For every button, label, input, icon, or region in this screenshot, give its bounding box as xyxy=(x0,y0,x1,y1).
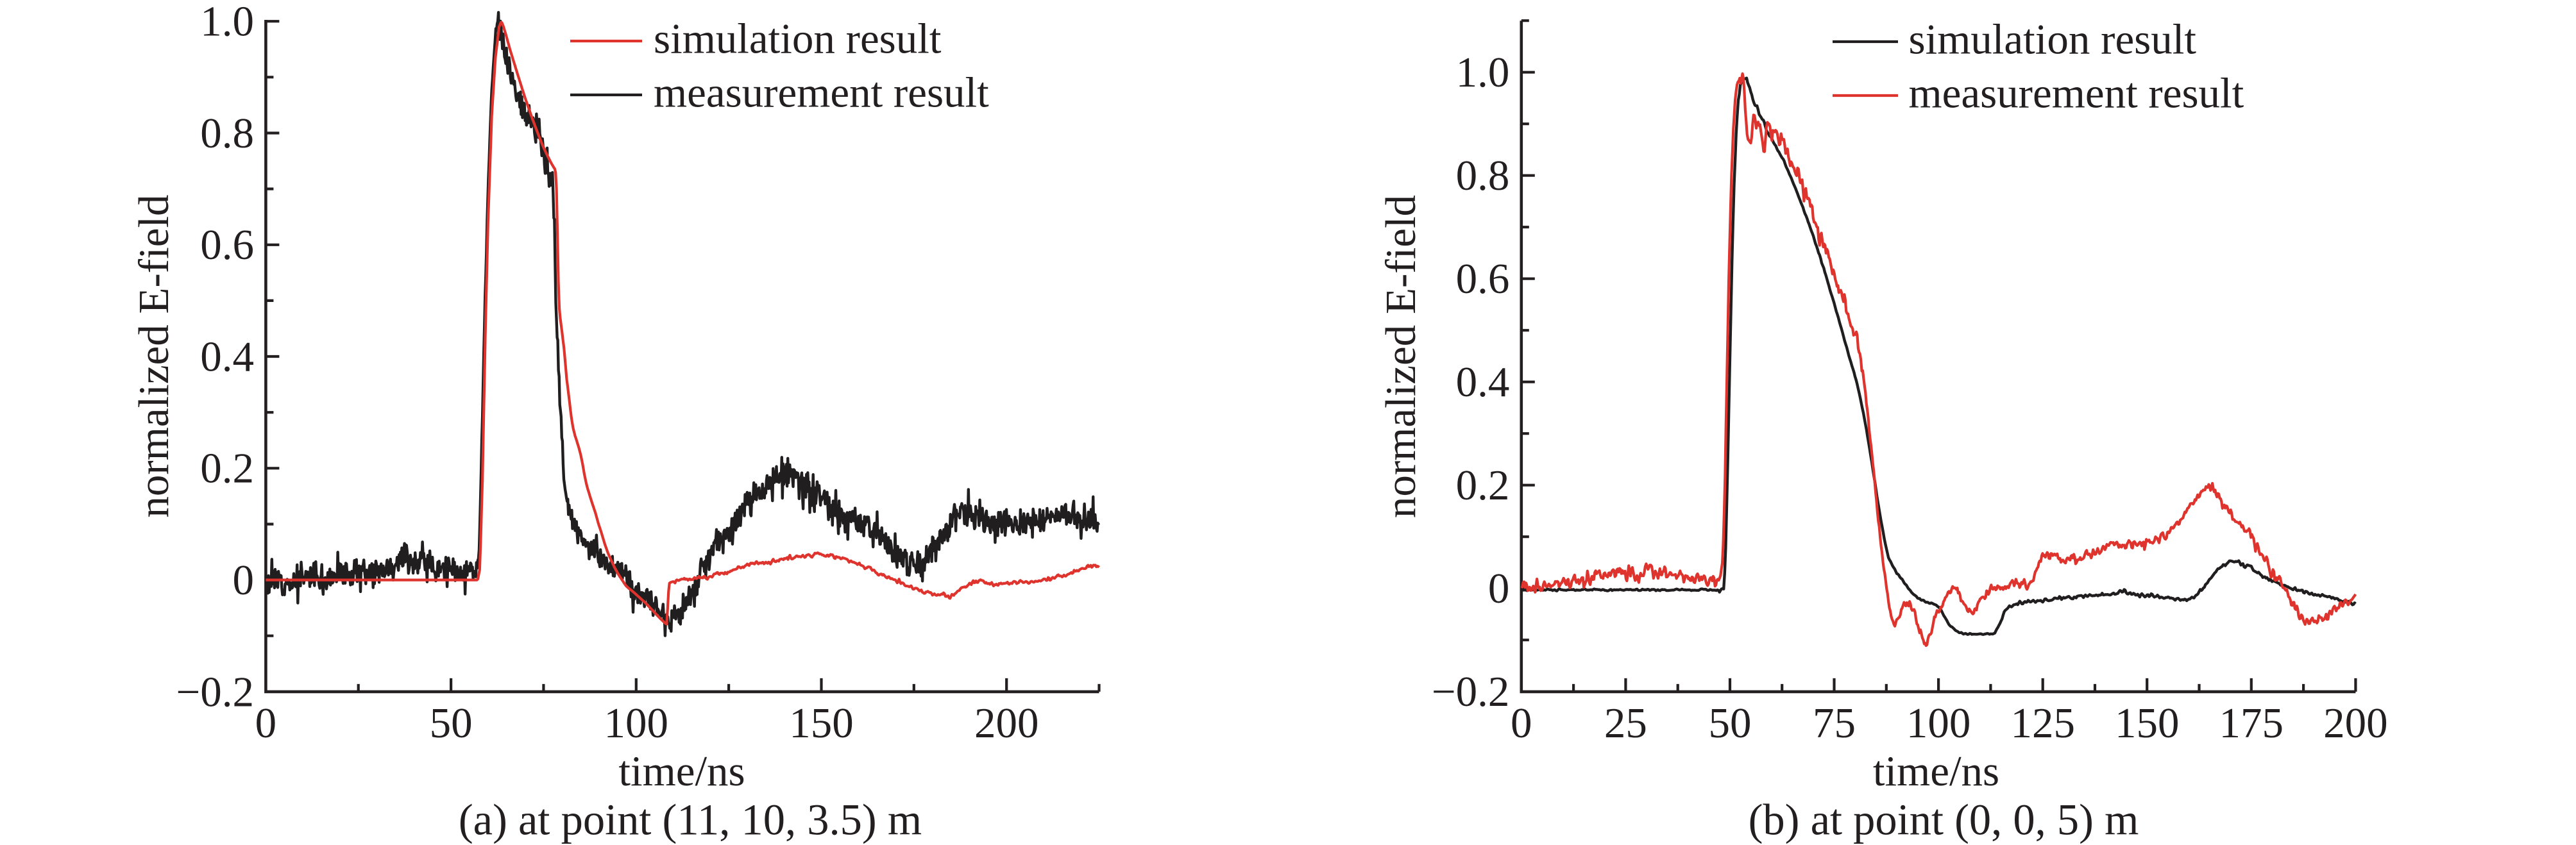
svg-text:0.2: 0.2 xyxy=(1456,462,1510,509)
svg-text:0.2: 0.2 xyxy=(200,445,254,492)
svg-text:0: 0 xyxy=(233,556,255,604)
svg-text:100: 100 xyxy=(1906,699,1971,747)
svg-text:150: 150 xyxy=(789,699,854,747)
svg-text:0.4: 0.4 xyxy=(200,333,254,380)
svg-text:time/ns: time/ns xyxy=(1873,748,1999,795)
svg-text:200: 200 xyxy=(2323,699,2388,747)
svg-text:simulation result: simulation result xyxy=(654,15,942,63)
svg-text:1.0: 1.0 xyxy=(200,0,254,46)
svg-text:100: 100 xyxy=(604,699,669,747)
svg-text:75: 75 xyxy=(1813,699,1856,747)
svg-text:−0.2: −0.2 xyxy=(176,668,254,715)
svg-text:200: 200 xyxy=(974,699,1039,747)
svg-text:0: 0 xyxy=(255,699,277,747)
svg-text:measurement result: measurement result xyxy=(1909,70,2244,117)
svg-text:50: 50 xyxy=(1709,699,1752,747)
svg-text:−0.2: −0.2 xyxy=(1432,668,1510,715)
svg-text:0.6: 0.6 xyxy=(200,221,254,269)
svg-text:(a) at point (11, 10, 3.5) m: (a) at point (11, 10, 3.5) m xyxy=(459,796,922,844)
svg-text:175: 175 xyxy=(2219,699,2284,747)
svg-text:time/ns: time/ns xyxy=(618,748,745,795)
svg-text:normalized E-field: normalized E-field xyxy=(130,194,178,517)
svg-text:0.8: 0.8 xyxy=(200,110,254,157)
svg-text:0.8: 0.8 xyxy=(1456,152,1510,199)
svg-text:50: 50 xyxy=(430,699,473,747)
svg-text:normalized E-field: normalized E-field xyxy=(1377,195,1425,518)
svg-text:125: 125 xyxy=(2010,699,2075,747)
svg-text:0: 0 xyxy=(1488,565,1510,612)
svg-text:0.4: 0.4 xyxy=(1456,358,1510,406)
svg-text:1.0: 1.0 xyxy=(1456,49,1510,96)
svg-text:(b) at point (0, 0, 5) m: (b) at point (0, 0, 5) m xyxy=(1749,796,2139,844)
svg-text:0: 0 xyxy=(1511,699,1532,747)
svg-text:0.6: 0.6 xyxy=(1456,255,1510,303)
svg-text:simulation result: simulation result xyxy=(1909,16,2197,63)
svg-text:25: 25 xyxy=(1604,699,1647,747)
svg-text:measurement result: measurement result xyxy=(654,69,989,117)
svg-text:150: 150 xyxy=(2115,699,2180,747)
